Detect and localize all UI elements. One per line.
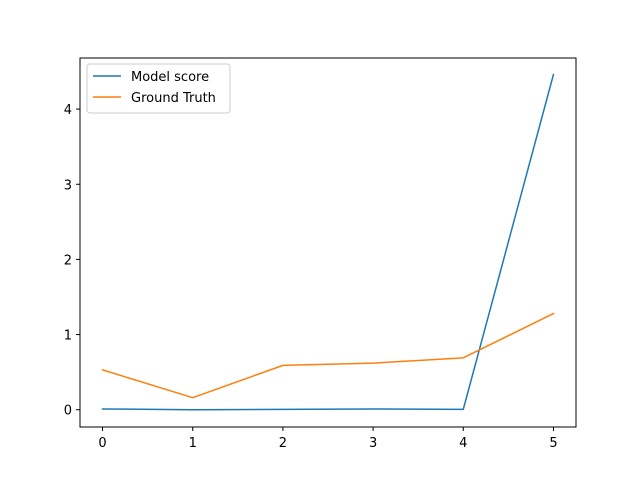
plot-frame [79, 57, 577, 428]
x-tick-label: 5 [549, 436, 557, 451]
series-layer [101, 73, 555, 411]
series-line-2 [101, 312, 555, 399]
x-tick-label: 3 [369, 436, 377, 451]
legend-box [86, 63, 231, 114]
x-tick-label: 1 [189, 436, 197, 451]
legend-label: Model score [131, 70, 209, 85]
legend-label: Ground Truth [131, 91, 216, 106]
y-tick-label: 0 [64, 404, 72, 419]
y-tick-label: 2 [64, 253, 72, 268]
series-line-1 [101, 73, 555, 411]
y-axis: 0 1 2 3 4 [64, 103, 80, 419]
legend: Model score Ground Truth [86, 63, 231, 114]
y-tick-label: 3 [64, 178, 72, 193]
y-tick-label: 1 [64, 329, 72, 344]
y-tick-label: 4 [64, 103, 72, 118]
x-tick-label: 0 [98, 436, 106, 451]
x-tick-label: 4 [459, 436, 467, 451]
x-tick-label: 2 [279, 436, 287, 451]
x-axis: 0 1 2 3 4 5 [98, 427, 558, 451]
